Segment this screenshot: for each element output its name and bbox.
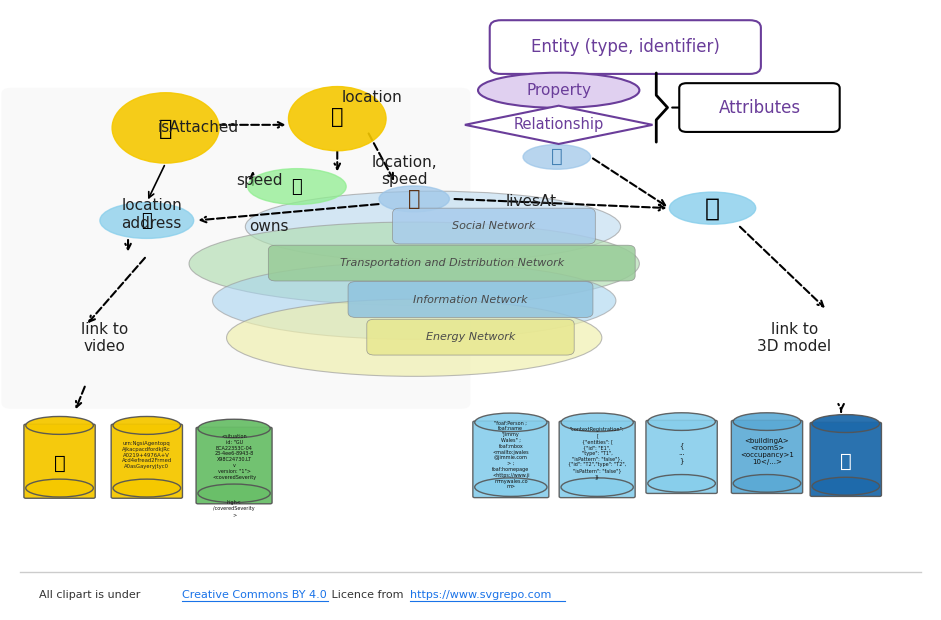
Ellipse shape <box>647 413 715 430</box>
Text: isAttached: isAttached <box>158 120 239 135</box>
FancyBboxPatch shape <box>489 20 761 74</box>
Text: Social Network: Social Network <box>453 221 535 231</box>
Circle shape <box>112 93 219 163</box>
Ellipse shape <box>561 413 633 432</box>
Text: <buildingA>
<roomS>
<occupancy>1
10</...>: <buildingA> <roomS> <occupancy>1 10</...… <box>740 438 794 466</box>
Text: link to
video: link to video <box>81 322 128 354</box>
Text: urn:NgsiAgentopq
AjkacpacdfordkjRc
A0219+4976A+V
Acd4efread2Frmed
A0asGayeryjtyc: urn:NgsiAgentopq AjkacpacdfordkjRc A0219… <box>121 441 172 469</box>
FancyBboxPatch shape <box>196 427 272 504</box>
Circle shape <box>289 87 386 151</box>
FancyBboxPatch shape <box>111 424 183 498</box>
Text: All clipart is under: All clipart is under <box>39 590 144 600</box>
Ellipse shape <box>198 484 270 503</box>
FancyBboxPatch shape <box>392 208 596 244</box>
Text: Property: Property <box>526 82 591 98</box>
Ellipse shape <box>478 73 639 108</box>
Text: <situation
id: "GU
ECA22353C-04
23-4ee6-8943-8
X98C24730.LT
v
version: "1">
<cov: <situation id: "GU ECA22353C-04 23-4ee6-… <box>212 434 256 480</box>
FancyBboxPatch shape <box>810 422 882 497</box>
Text: location,
speed: location, speed <box>372 155 438 187</box>
Ellipse shape <box>733 474 801 492</box>
Text: 📹: 📹 <box>54 454 66 472</box>
Ellipse shape <box>474 413 547 432</box>
Ellipse shape <box>100 203 194 239</box>
FancyBboxPatch shape <box>472 421 549 498</box>
Text: "foaf:Person ;
foaf:name
"Jimmy
Wales" ;
foaf:mbox
<mailto:jwales
@jimmie.com
> : "foaf:Person ; foaf:name "Jimmy Wales" ;… <box>492 420 530 489</box>
Text: 📷: 📷 <box>159 119 172 139</box>
Text: 🏪: 🏪 <box>141 211 152 229</box>
Ellipse shape <box>25 479 93 497</box>
Ellipse shape <box>113 479 181 497</box>
Text: Entity (type, identifier): Entity (type, identifier) <box>531 38 720 56</box>
Ellipse shape <box>523 144 591 169</box>
Ellipse shape <box>198 419 270 438</box>
Text: 🏢: 🏢 <box>840 452 852 471</box>
Text: speed: speed <box>236 173 282 188</box>
Text: {
...
}: { ... } <box>678 443 685 464</box>
Text: Relationship: Relationship <box>514 117 604 132</box>
Text: 🚗: 🚗 <box>292 177 302 195</box>
Text: location: location <box>342 89 403 105</box>
Text: Creative Commons BY 4.0: Creative Commons BY 4.0 <box>183 590 327 600</box>
Ellipse shape <box>113 417 181 435</box>
Ellipse shape <box>561 478 633 497</box>
FancyBboxPatch shape <box>679 83 839 132</box>
Ellipse shape <box>812 415 880 433</box>
Text: Energy Network: Energy Network <box>426 332 515 342</box>
Ellipse shape <box>247 169 346 205</box>
Text: 🧍: 🧍 <box>550 148 563 166</box>
Ellipse shape <box>227 299 602 376</box>
Ellipse shape <box>647 474 715 492</box>
Ellipse shape <box>246 191 621 262</box>
Text: livesAt: livesAt <box>506 195 557 210</box>
FancyBboxPatch shape <box>731 420 803 494</box>
FancyBboxPatch shape <box>559 421 635 498</box>
Text: Attributes: Attributes <box>718 99 801 117</box>
Polygon shape <box>465 105 652 144</box>
Ellipse shape <box>25 417 93 435</box>
Text: Information Network: Information Network <box>413 294 528 304</box>
FancyBboxPatch shape <box>268 245 635 281</box>
FancyBboxPatch shape <box>24 424 95 498</box>
Text: owns: owns <box>249 219 289 234</box>
Ellipse shape <box>379 186 450 212</box>
Ellipse shape <box>812 477 880 495</box>
Text: 🏢: 🏢 <box>705 196 720 220</box>
Ellipse shape <box>733 413 801 430</box>
Text: link to
3D model: link to 3D model <box>758 322 831 354</box>
Ellipse shape <box>189 222 639 306</box>
Text: Transportation and Distribution Network: Transportation and Distribution Network <box>340 258 564 268</box>
Ellipse shape <box>669 192 756 224</box>
FancyBboxPatch shape <box>1 88 470 409</box>
Text: Licence from: Licence from <box>327 590 407 600</box>
Text: 🗼: 🗼 <box>331 107 343 127</box>
Text: "contextRegistration":
[
{"entities": [
{"id": "E1",
"type": "T1",
"isPattern": : "contextRegistration": [ {"entities": [ … <box>568 428 626 479</box>
Ellipse shape <box>474 478 547 497</box>
Text: location
address: location address <box>121 198 182 231</box>
Text: high<
/coveredSeverity
>: high< /coveredSeverity > <box>214 500 255 517</box>
FancyBboxPatch shape <box>646 420 717 494</box>
FancyBboxPatch shape <box>348 281 593 317</box>
Ellipse shape <box>213 262 616 339</box>
Text: https://www.svgrepo.com: https://www.svgrepo.com <box>410 590 551 600</box>
FancyBboxPatch shape <box>367 319 574 355</box>
Text: 🧍: 🧍 <box>408 189 421 209</box>
